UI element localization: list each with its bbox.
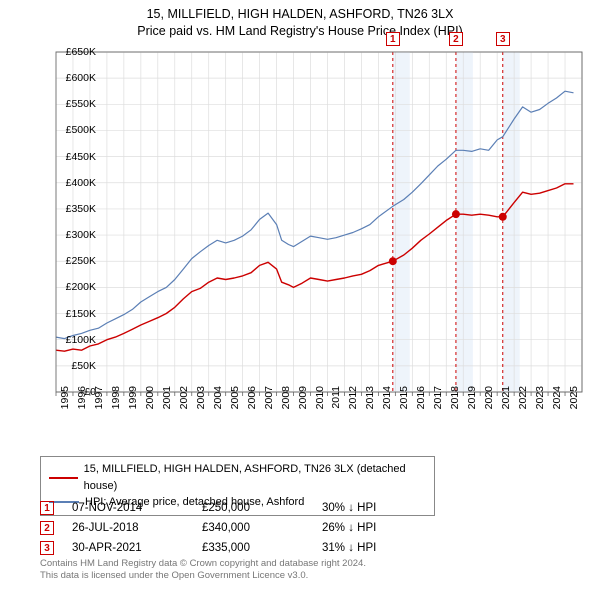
x-tick-label: 2007 xyxy=(263,386,275,422)
event-row-1: 1 07-NOV-2014 £250,000 30% ↓ HPI xyxy=(40,498,432,518)
event-marker-3: 3 xyxy=(40,541,54,555)
y-tick-label: £350K xyxy=(66,203,96,215)
event-date-1: 07-NOV-2014 xyxy=(72,502,202,514)
title-block: 15, MILLFIELD, HIGH HALDEN, ASHFORD, TN2… xyxy=(0,0,600,40)
x-tick-label: 2025 xyxy=(568,386,580,422)
legend-row-subject: 15, MILLFIELD, HIGH HALDEN, ASHFORD, TN2… xyxy=(49,461,426,494)
y-tick-label: £50K xyxy=(71,360,96,372)
x-tick-label: 2014 xyxy=(381,386,393,422)
x-tick-label: 2000 xyxy=(144,386,156,422)
x-tick-label: 2002 xyxy=(178,386,190,422)
chart-area: £0£50K£100K£150K£200K£250K£300K£350K£400… xyxy=(50,48,588,418)
y-tick-label: £300K xyxy=(66,229,96,241)
x-tick-label: 2015 xyxy=(398,386,410,422)
event-row-2: 2 26-JUL-2018 £340,000 26% ↓ HPI xyxy=(40,518,432,538)
event-price-2: £340,000 xyxy=(202,522,322,534)
x-tick-label: 2001 xyxy=(161,386,173,422)
title-line-2: Price paid vs. HM Land Registry's House … xyxy=(0,23,600,40)
x-tick-label: 2021 xyxy=(500,386,512,422)
chart-container: 15, MILLFIELD, HIGH HALDEN, ASHFORD, TN2… xyxy=(0,0,600,590)
x-tick-label: 2019 xyxy=(466,386,478,422)
x-tick-label: 1997 xyxy=(93,386,105,422)
event-diff-1: 30% ↓ HPI xyxy=(322,502,432,514)
x-tick-label: 2010 xyxy=(314,386,326,422)
event-marker-1: 1 xyxy=(40,501,54,515)
y-tick-label: £200K xyxy=(66,281,96,293)
event-date-2: 26-JUL-2018 xyxy=(72,522,202,534)
x-tick-label: 1998 xyxy=(110,386,122,422)
footer-line-1: Contains HM Land Registry data © Crown c… xyxy=(40,558,366,570)
x-tick-label: 1996 xyxy=(76,386,88,422)
x-tick-label: 2004 xyxy=(212,386,224,422)
y-tick-label: £600K xyxy=(66,72,96,84)
events-block: 1 07-NOV-2014 £250,000 30% ↓ HPI 2 26-JU… xyxy=(40,498,432,558)
x-tick-label: 2022 xyxy=(517,386,529,422)
legend-swatch-subject xyxy=(49,477,78,479)
band-marker-1: 1 xyxy=(386,32,400,46)
y-tick-label: £400K xyxy=(66,177,96,189)
band-marker-3: 3 xyxy=(496,32,510,46)
y-tick-label: £550K xyxy=(66,98,96,110)
y-tick-label: £650K xyxy=(66,46,96,58)
event-row-3: 3 30-APR-2021 £335,000 31% ↓ HPI xyxy=(40,538,432,558)
x-tick-label: 2020 xyxy=(483,386,495,422)
x-tick-label: 2005 xyxy=(229,386,241,422)
chart-svg xyxy=(50,48,588,418)
title-line-1: 15, MILLFIELD, HIGH HALDEN, ASHFORD, TN2… xyxy=(0,6,600,23)
band-marker-2: 2 xyxy=(449,32,463,46)
x-tick-label: 2008 xyxy=(280,386,292,422)
x-tick-label: 2013 xyxy=(364,386,376,422)
event-diff-3: 31% ↓ HPI xyxy=(322,542,432,554)
event-date-3: 30-APR-2021 xyxy=(72,542,202,554)
x-tick-label: 1995 xyxy=(59,386,71,422)
y-tick-label: £500K xyxy=(66,124,96,136)
footer: Contains HM Land Registry data © Crown c… xyxy=(40,558,366,583)
event-price-1: £250,000 xyxy=(202,502,322,514)
x-tick-label: 2016 xyxy=(415,386,427,422)
y-tick-label: £450K xyxy=(66,151,96,163)
event-price-3: £335,000 xyxy=(202,542,322,554)
y-tick-label: £250K xyxy=(66,255,96,267)
y-tick-label: £150K xyxy=(66,308,96,320)
x-tick-label: 1999 xyxy=(127,386,139,422)
x-tick-label: 2011 xyxy=(330,386,342,422)
event-diff-2: 26% ↓ HPI xyxy=(322,522,432,534)
x-tick-label: 2017 xyxy=(432,386,444,422)
y-tick-label: £100K xyxy=(66,334,96,346)
legend-label-subject: 15, MILLFIELD, HIGH HALDEN, ASHFORD, TN2… xyxy=(84,461,426,494)
x-tick-label: 2023 xyxy=(534,386,546,422)
x-tick-label: 2006 xyxy=(246,386,258,422)
x-tick-label: 2003 xyxy=(195,386,207,422)
x-tick-label: 2018 xyxy=(449,386,461,422)
footer-line-2: This data is licensed under the Open Gov… xyxy=(40,570,366,582)
x-tick-label: 2009 xyxy=(297,386,309,422)
event-marker-2: 2 xyxy=(40,521,54,535)
x-tick-label: 2024 xyxy=(551,386,563,422)
x-tick-label: 2012 xyxy=(347,386,359,422)
